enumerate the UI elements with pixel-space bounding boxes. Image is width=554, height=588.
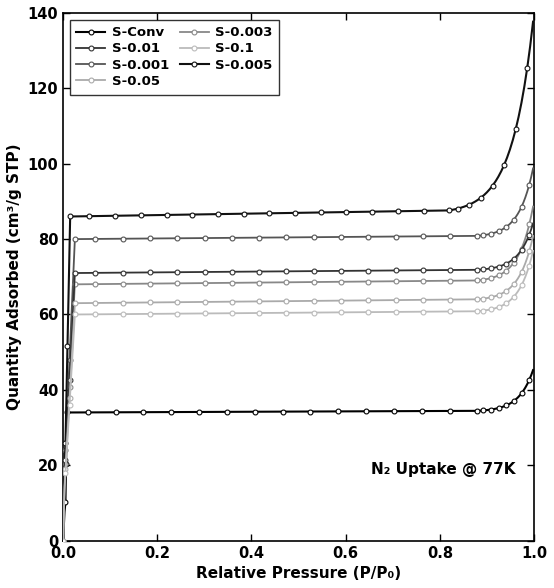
Line: S-0.01: S-0.01 [61,221,536,543]
S-0.005 [510,136,516,143]
S-0.1 [386,309,392,316]
S-0.003 [516,249,523,256]
S-Conv [516,392,523,399]
S-0.01 [60,537,66,544]
Line: S-Conv: S-Conv [61,368,536,543]
S-0.003 [174,280,181,287]
S-0.005 [362,208,369,215]
S-0.003 [60,537,66,544]
S-0.001 [386,233,392,240]
S-0.01 [174,269,181,276]
S-0.01 [386,267,392,274]
Line: S-0.05: S-0.05 [61,233,536,543]
S-0.005 [495,173,502,180]
S-0.001 [516,207,523,214]
S-0.001 [512,213,519,220]
S-0.003 [386,278,392,285]
S-0.1 [530,248,536,255]
S-0.05 [512,278,519,285]
S-0.05 [174,299,181,306]
S-0.005 [501,161,507,168]
Line: S-0.003: S-0.003 [61,204,536,543]
X-axis label: Relative Pressure (P/P₀): Relative Pressure (P/P₀) [196,566,401,581]
S-0.01 [512,253,519,260]
S-0.05 [60,537,66,544]
S-0.005 [60,537,66,544]
S-Conv [530,366,536,373]
Y-axis label: Quantity Adsorbed (cm³/g STP): Quantity Adsorbed (cm³/g STP) [7,143,22,410]
S-Conv [168,409,175,416]
S-0.001 [507,220,514,227]
S-0.05 [511,280,517,288]
S-0.1 [512,291,519,298]
S-Conv [384,407,391,415]
S-0.001 [60,537,66,544]
Line: S-0.1: S-0.1 [61,249,536,543]
Legend: S-Conv, S-0.01, S-0.001, S-0.05, S-0.003, S-0.1, S-0.005: S-Conv, S-0.01, S-0.001, S-0.05, S-0.003… [70,19,279,95]
S-0.05 [386,296,392,303]
S-Conv [511,397,517,405]
S-0.003 [512,256,519,263]
S-0.01 [511,255,517,262]
S-0.005 [163,212,170,219]
S-0.005 [530,18,536,25]
S-Conv [60,537,66,544]
S-0.1 [511,293,517,300]
Line: S-0.005: S-0.005 [61,19,536,543]
S-Conv [512,396,519,403]
S-0.001 [530,165,536,172]
S-0.003 [507,263,514,270]
S-0.003 [530,203,536,210]
S-0.001 [511,216,517,223]
S-0.001 [174,235,181,242]
S-0.05 [516,272,523,279]
S-0.1 [174,310,181,317]
S-0.005 [504,154,510,161]
Line: S-0.001: S-0.001 [61,166,536,543]
S-0.01 [507,258,514,265]
S-0.1 [60,537,66,544]
S-0.1 [516,285,523,292]
S-0.05 [507,285,514,292]
S-0.05 [530,232,536,239]
S-0.003 [511,259,517,266]
S-Conv [507,400,514,407]
S-0.01 [516,249,523,256]
S-0.01 [530,220,536,227]
S-0.1 [507,297,514,304]
Text: N₂ Uptake @ 77K: N₂ Uptake @ 77K [371,462,515,477]
